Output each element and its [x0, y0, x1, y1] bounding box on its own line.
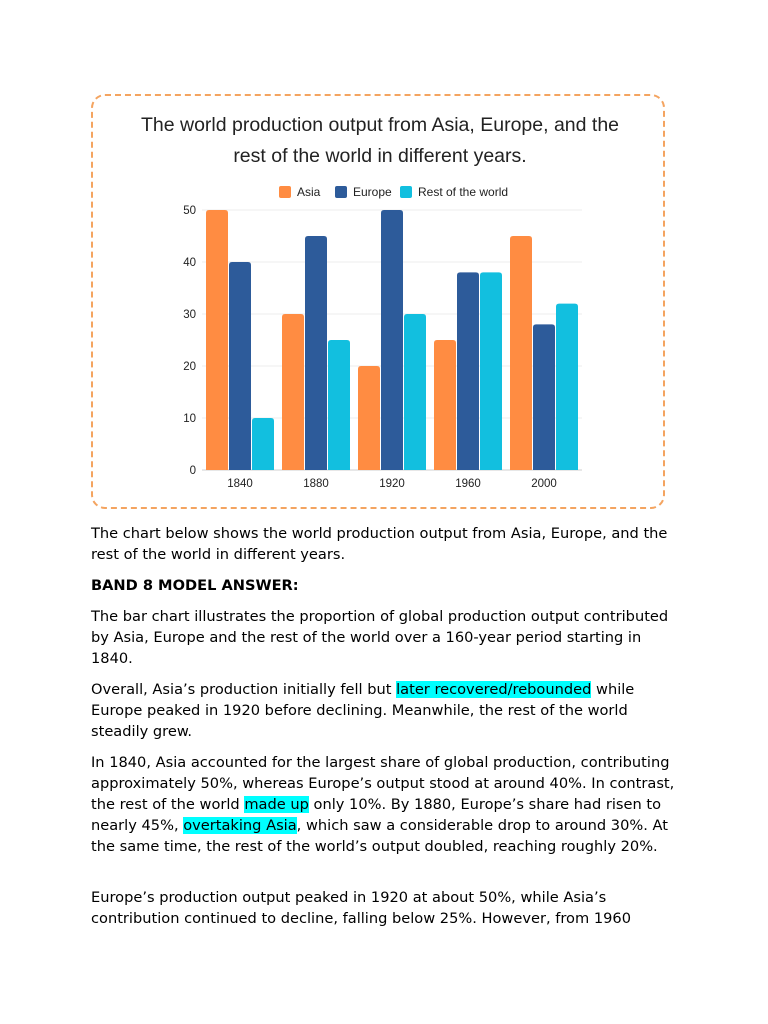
- paragraph-overview: Overall, Asia’s production initially fel…: [91, 679, 681, 742]
- x-tick-label: 1920: [379, 478, 405, 490]
- legend-swatch: [279, 186, 291, 198]
- paragraph-details-1: In 1840, Asia accounted for the largest …: [91, 752, 681, 857]
- y-tick-label: 20: [183, 361, 196, 373]
- y-tick-label: 10: [183, 413, 196, 425]
- bar-rest-of-the-world-2000: [556, 303, 578, 470]
- y-tick-label: 30: [183, 309, 196, 321]
- bar-rest-of-the-world-1880: [328, 340, 350, 470]
- legend-label: Europe: [353, 185, 392, 199]
- highlight-recovered: later recovered/rebounded: [396, 681, 592, 698]
- chart-container: The world production output from Asia, E…: [91, 94, 665, 509]
- overview-text-1: Overall, Asia’s production initially fel…: [91, 681, 397, 698]
- bar-rest-of-the-world-1920: [404, 314, 426, 470]
- x-tick-label: 2000: [531, 478, 557, 490]
- legend-label: Asia: [297, 185, 321, 199]
- bar-europe-2000: [533, 324, 555, 470]
- overview-text-2: while Europe peaked in 1920 before decli…: [91, 681, 635, 740]
- chart-caption: The chart below shows the world producti…: [91, 525, 668, 563]
- x-tick-label: 1840: [227, 478, 253, 490]
- bar-rest-of-the-world-1960: [480, 272, 502, 470]
- bar-asia-2000: [510, 236, 532, 470]
- model-answer-heading: BAND 8 MODEL ANSWER:: [91, 577, 299, 594]
- bar-europe-1880: [305, 236, 327, 470]
- y-tick-label: 40: [183, 257, 196, 269]
- chart-ticks: 0 10 20 30 40 50 1840 1880 1920 1960 2000: [183, 205, 557, 490]
- x-tick-label: 1880: [303, 478, 329, 490]
- legend-swatch: [400, 186, 412, 198]
- chart-title-line-1: The world production output from Asia, E…: [141, 114, 619, 136]
- bar-asia-1880: [282, 314, 304, 470]
- bar-europe-1960: [457, 272, 479, 470]
- details-text-3: , which saw a considerable drop to aroun…: [91, 817, 668, 855]
- chart-legend: Asia Europe Rest of the world: [279, 185, 508, 199]
- details-text-1: In 1840, Asia accounted for the largest …: [91, 754, 675, 813]
- bar-asia-1920: [358, 366, 380, 470]
- bar-europe-1920: [381, 210, 403, 470]
- bar-asia-1960: [434, 340, 456, 470]
- bar-europe-1840: [229, 262, 251, 470]
- y-tick-label: 50: [183, 205, 196, 217]
- legend-label: Rest of the world: [418, 185, 508, 199]
- chart-bars: [206, 210, 578, 470]
- paragraph-intro: The bar chart illustrates the proportion…: [91, 608, 669, 667]
- y-tick-label: 0: [190, 465, 196, 477]
- bar-asia-1840: [206, 210, 228, 470]
- legend-swatch: [335, 186, 347, 198]
- paragraph-details-2: Europe’s production output peaked in 192…: [91, 889, 631, 927]
- bar-chart: The world production output from Asia, E…: [141, 114, 619, 490]
- bar-rest-of-the-world-1840: [252, 418, 274, 470]
- details-text-2: only 10%. By 1880, Europe’s share had ri…: [91, 796, 662, 834]
- highlight-made-up: made up: [244, 796, 309, 813]
- highlight-overtaking-asia: overtaking Asia: [183, 817, 297, 834]
- chart-title-line-2: rest of the world in different years.: [233, 145, 526, 167]
- x-tick-label: 1960: [455, 478, 481, 490]
